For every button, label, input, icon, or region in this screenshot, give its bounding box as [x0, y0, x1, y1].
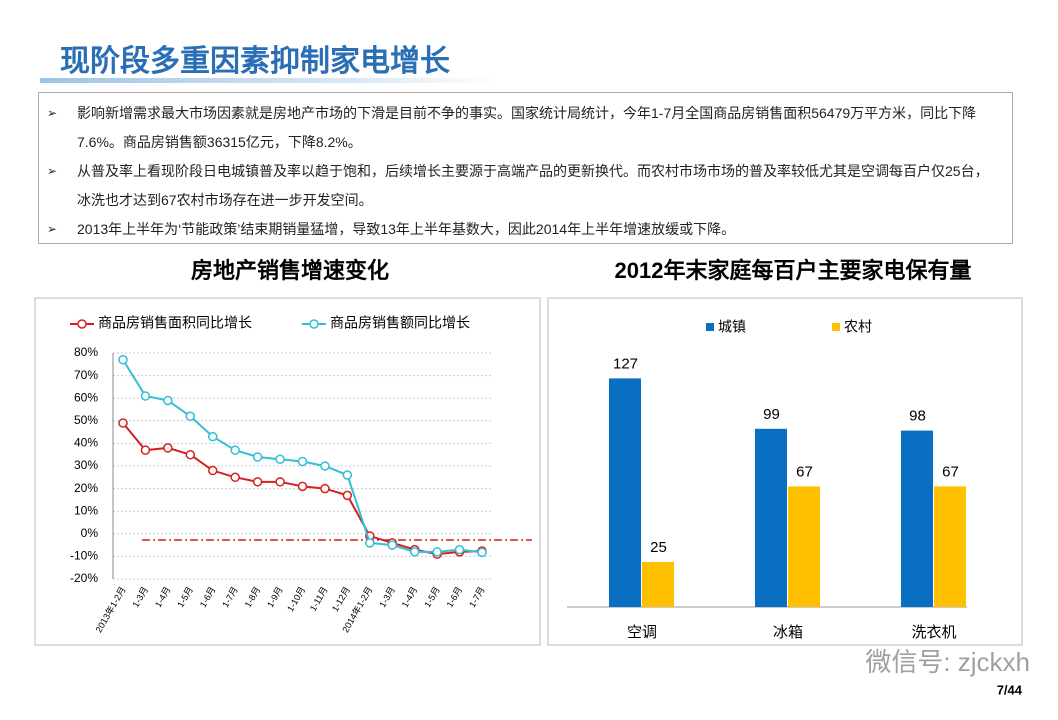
y-tick-label: 10%: [74, 503, 98, 517]
y-tick-label: 40%: [74, 436, 98, 450]
x-tick-label: 1-10月: [285, 585, 307, 613]
point: [409, 547, 420, 557]
y-tick-label: 80%: [74, 345, 98, 359]
point: [208, 431, 218, 442]
bar: [609, 378, 641, 607]
panel: [34, 297, 541, 646]
value-label: 98: [909, 408, 926, 425]
y-tick-label: -10%: [70, 549, 98, 563]
bullet: 从普及率上看现阶段日电城镇普及率以趋于饱和，后续增长主要源于高端产品的更新换代。…: [47, 157, 1002, 215]
legend-label: 商品房销售面积同比增长: [98, 315, 252, 331]
point: [140, 445, 151, 455]
bullet: 影响新增需求最大市场因素就是房地产市场的下滑是目前不争的事实。国家统计局统计，今…: [47, 99, 1002, 157]
x-tick-label: 冰箱: [773, 624, 803, 641]
point: [185, 411, 196, 422]
chart-title: 房地产销售增速变化: [191, 258, 389, 283]
point: [454, 544, 465, 555]
point: [208, 465, 218, 476]
value-label: 99: [763, 406, 780, 423]
x-tick-label: 1-6月: [445, 585, 465, 609]
point: [185, 449, 196, 460]
value-label: 67: [796, 463, 813, 480]
line: [122, 359, 483, 554]
y-tick-label: 50%: [74, 413, 98, 427]
bullet: 2013年上半年为‘节能政策’结束期销量猛增，导致13年上半年基数大，因此201…: [47, 215, 1002, 244]
bar: [901, 430, 933, 607]
point: [297, 456, 308, 467]
x-tick-label: 1-5月: [175, 585, 195, 609]
legend-label: 商品房销售额同比增长: [330, 315, 470, 331]
value-label: 25: [650, 539, 667, 556]
slide-title: 现阶段多重因素抑制家电增长: [60, 45, 450, 78]
point: [477, 547, 487, 558]
x-tick-label: 1-8月: [243, 585, 263, 609]
legend-label: 城镇: [718, 319, 746, 335]
x-tick-label: 1-5月: [422, 585, 442, 609]
point: [163, 395, 173, 406]
bar: [755, 428, 787, 607]
point: [342, 470, 353, 480]
bar: [788, 486, 820, 607]
x-tick-label: 空调: [627, 624, 657, 641]
x-tick-label: 1-3月: [131, 585, 151, 609]
x-tick-label: 1-4月: [153, 585, 173, 609]
x-tick-label: 1-7月: [220, 585, 240, 609]
point: [252, 477, 263, 487]
point: [387, 540, 397, 550]
watermark: 微信号: zjckxh: [865, 647, 1030, 677]
y-tick-label: 20%: [74, 481, 98, 495]
x-tick-label: 1-9月: [265, 585, 285, 609]
y-tick-label: -20%: [70, 571, 98, 585]
y-tick-label: 60%: [74, 390, 98, 404]
bullet-box: 影响新增需求最大市场因素就是房地产市场的下滑是目前不争的事实。国家统计局统计，今…: [38, 92, 1013, 244]
x-tick-label: 洗衣机: [911, 624, 956, 641]
point: [365, 538, 375, 548]
x-tick-label: 1-6月: [198, 585, 218, 609]
point: [320, 461, 330, 471]
legend-label: 农村: [844, 319, 872, 335]
legend-swatch: [832, 323, 840, 331]
point: [230, 445, 240, 455]
x-tick-label: 1-7月: [467, 585, 487, 609]
y-tick-label: 0%: [81, 526, 99, 540]
page-number: 7/44: [997, 682, 1023, 697]
panel: [547, 297, 1023, 646]
point: [252, 452, 263, 462]
point: [275, 477, 285, 487]
legend-marker: [77, 319, 87, 329]
point: [432, 547, 442, 557]
x-tick-label: 1-3月: [377, 585, 397, 609]
point: [297, 481, 308, 492]
value-label: 127: [613, 355, 638, 372]
bar: [934, 486, 966, 607]
y-tick-label: 70%: [74, 368, 98, 382]
point: [275, 454, 285, 464]
x-tick-label: 1-4月: [400, 585, 420, 609]
chart-title: 2012年末家庭每百户主要家电保有量: [615, 258, 972, 283]
point: [163, 443, 173, 453]
point: [118, 355, 128, 365]
x-tick-label: 1-12月: [330, 585, 352, 613]
y-tick-label: 30%: [74, 458, 98, 472]
point: [230, 472, 240, 483]
x-tick-label: 2013年1-2月: [93, 585, 128, 635]
point: [342, 490, 353, 501]
x-tick-label: 1-11月: [308, 585, 330, 613]
legend-swatch: [706, 323, 714, 331]
point: [118, 418, 128, 428]
point: [140, 391, 151, 401]
value-label: 67: [942, 463, 959, 480]
legend-marker: [309, 319, 319, 329]
title-underline: [40, 78, 500, 83]
bar: [642, 562, 674, 607]
point: [320, 483, 330, 494]
